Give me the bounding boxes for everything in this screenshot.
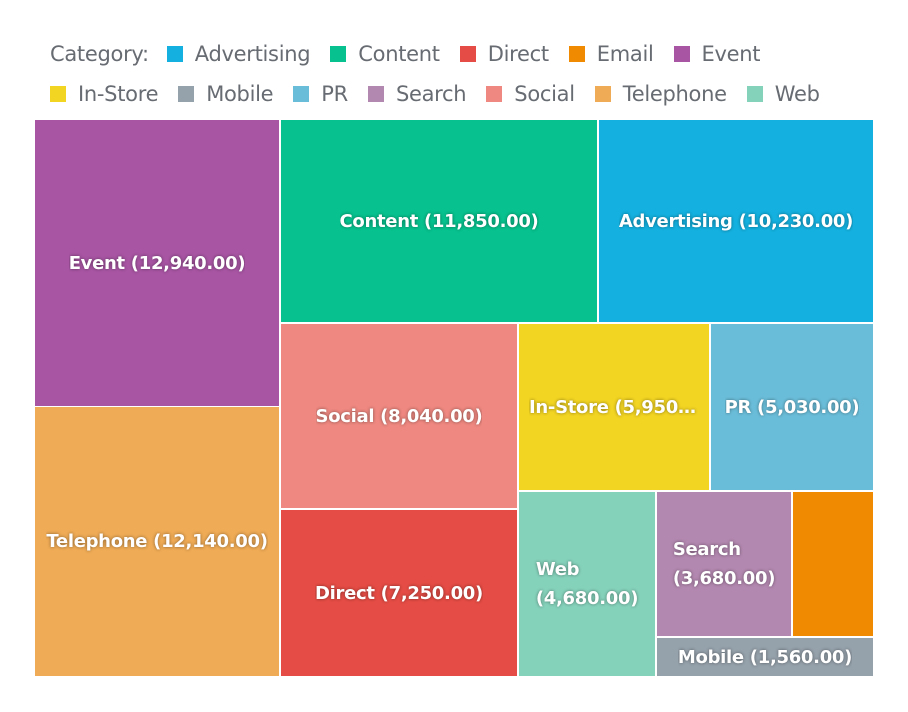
- treemap-cell-label: Direct (7,250.00): [315, 582, 483, 604]
- legend-label: PR: [321, 82, 348, 106]
- legend-swatch: [594, 86, 611, 102]
- treemap-cell-social[interactable]: Social (8,040.00): [281, 324, 517, 508]
- legend-swatch: [178, 86, 195, 102]
- treemap-cell-telephone[interactable]: Telephone (12,140.00): [35, 407, 279, 676]
- legend-label: Direct: [487, 42, 549, 66]
- legend: Category: Advertising Content Direct Email E…: [50, 34, 880, 114]
- legend-swatch: [486, 86, 503, 102]
- legend-row: In-Store Mobile PR Search Social Telephone Web: [50, 74, 880, 114]
- legend-label: Social: [514, 82, 575, 106]
- legend-item-telephone[interactable]: Telephone: [594, 82, 727, 106]
- legend-label: Advertising: [194, 42, 311, 66]
- treemap-cell-content[interactable]: Content (11,850.00): [281, 120, 597, 322]
- legend-swatch: [459, 46, 476, 62]
- treemap-cell-label: In-Store (5,950.…: [529, 396, 699, 418]
- legend-swatch: [367, 86, 384, 102]
- treemap-cell-mobile[interactable]: Mobile (1,560.00): [657, 638, 873, 676]
- legend-item-pr[interactable]: PR: [293, 82, 348, 106]
- treemap-cell-label: Social (8,040.00): [315, 405, 483, 427]
- treemap-cell-in-store[interactable]: In-Store (5,950.…: [519, 324, 709, 490]
- treemap-cell-label: PR (5,030.00): [724, 396, 860, 418]
- legend-swatch: [330, 46, 347, 62]
- legend-label: Mobile: [206, 82, 274, 106]
- legend-item-event[interactable]: Event: [673, 42, 761, 66]
- treemap-cell-event[interactable]: Event (12,940.00): [35, 120, 279, 406]
- treemap-cell-label: Web (4,680.00): [535, 559, 639, 609]
- legend-label: Email: [596, 42, 654, 66]
- legend-swatch: [746, 86, 763, 102]
- legend-swatch: [50, 86, 66, 102]
- legend-item-email[interactable]: Email: [568, 42, 654, 66]
- treemap-cell-label: Content (11,850.00): [339, 210, 539, 232]
- treemap-cell-label: Mobile (1,560.00): [677, 646, 853, 668]
- legend-label: Web: [774, 82, 820, 106]
- treemap-cell-email[interactable]: [793, 492, 873, 636]
- legend-item-web[interactable]: Web: [746, 82, 820, 106]
- legend-label: Content: [358, 42, 440, 66]
- legend-item-advertising[interactable]: Advertising: [166, 42, 311, 66]
- legend-title: Category:: [50, 42, 149, 66]
- legend-swatch: [673, 46, 690, 62]
- treemap-cell-label: Event (12,940.00): [68, 252, 246, 274]
- legend-swatch: [568, 46, 585, 62]
- treemap-cell-advertising[interactable]: Advertising (10,230.00): [599, 120, 873, 322]
- legend-item-direct[interactable]: Direct: [459, 42, 549, 66]
- legend-item-in-store[interactable]: In-Store: [50, 82, 158, 106]
- legend-item-search[interactable]: Search: [367, 82, 467, 106]
- legend-row: Category: Advertising Content Direct Email E…: [50, 34, 880, 74]
- treemap-cell-web[interactable]: Web (4,680.00): [519, 492, 655, 676]
- treemap-cell-pr[interactable]: PR (5,030.00): [711, 324, 873, 490]
- legend-swatch: [293, 86, 310, 102]
- treemap-cell-label: Search (3,680.00): [672, 539, 776, 589]
- treemap-cell-direct[interactable]: Direct (7,250.00): [281, 510, 517, 676]
- legend-label: Search: [395, 82, 467, 106]
- legend-label: Event: [701, 42, 761, 66]
- treemap-cell-label: Telephone (12,140.00): [46, 531, 268, 552]
- legend-item-content[interactable]: Content: [330, 42, 440, 66]
- legend-label: Telephone: [622, 82, 727, 106]
- treemap-cell-label: Advertising (10,230.00): [618, 210, 854, 232]
- legend-item-mobile[interactable]: Mobile: [178, 82, 274, 106]
- legend-label: In-Store: [78, 82, 159, 106]
- legend-swatch: [166, 46, 183, 62]
- legend-item-social[interactable]: Social: [486, 82, 575, 106]
- treemap-cell-search[interactable]: Search (3,680.00): [657, 492, 791, 636]
